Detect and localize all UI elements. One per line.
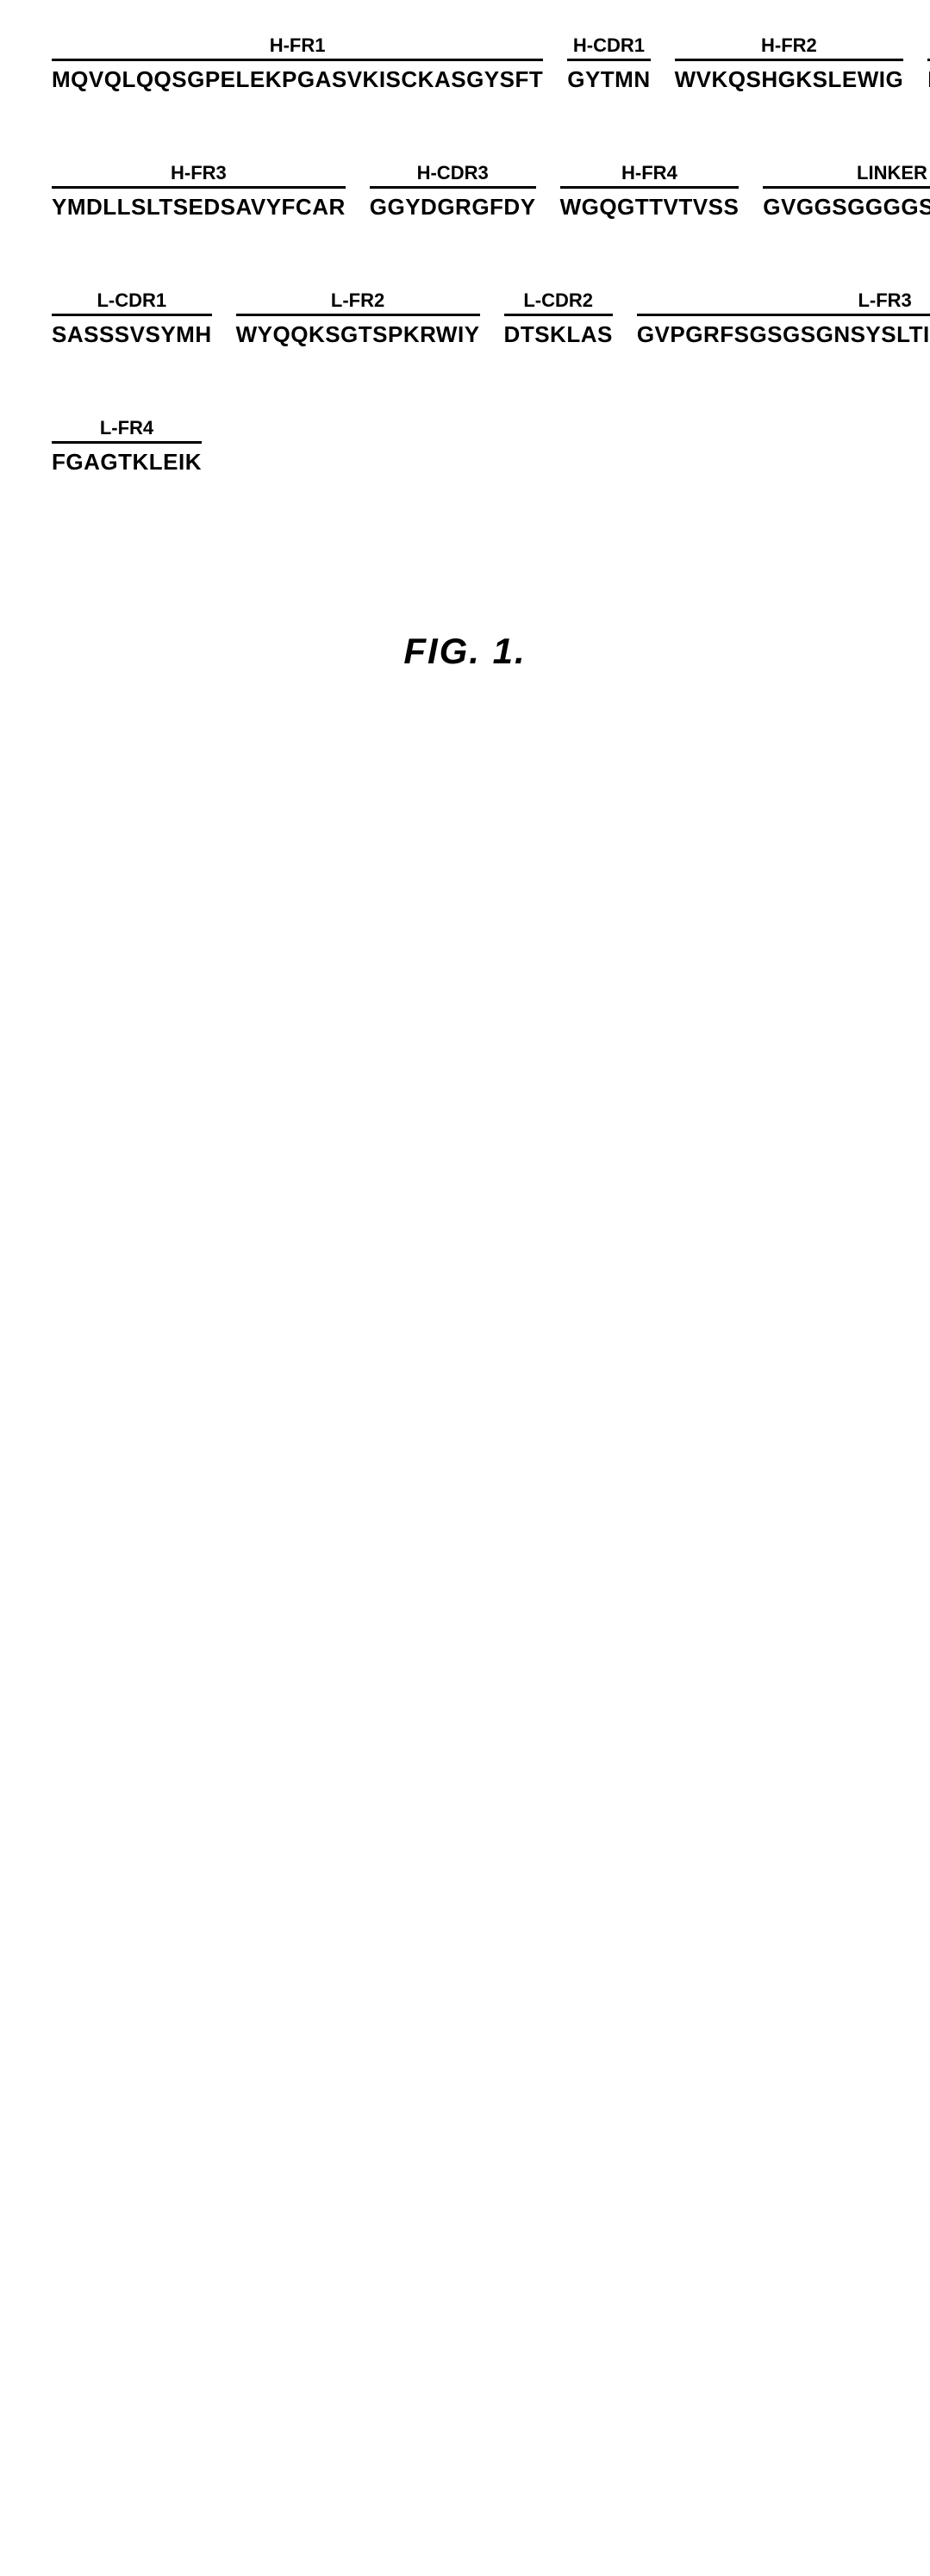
segment-seq: MQVQLQQSGPELEKPGASVKISCKASGYSFT — [52, 66, 543, 93]
segment-label: L-FR2 — [331, 289, 384, 312]
segment-h-fr2: H-FR2 WVKQSHGKSLEWIG — [675, 34, 904, 93]
segment-h-fr1: H-FR1 MQVQLQQSGPELEKPGASVKISCKASGYSFT — [52, 34, 543, 93]
segment-bar — [567, 59, 650, 61]
segment-label: H-CDR1 — [573, 34, 645, 57]
segment-l-cdr2: L-CDR2 DTSKLAS — [504, 289, 613, 348]
segment-seq: FGAGTKLEIK — [52, 449, 202, 476]
segment-h-cdr3: H-CDR3 GGYDGRGFDY — [370, 162, 536, 221]
sequence-row-3: L-CDR1 SASSSVSYMH L-FR2 WYQQKSGTSPKRWIY … — [52, 289, 878, 348]
segment-label: LINKER — [857, 162, 927, 184]
segment-label: L-FR4 — [100, 417, 153, 439]
sequence-row-2: H-FR3 YMDLLSLTSEDSAVYFCAR H-CDR3 GGYDGRG… — [52, 162, 878, 221]
segment-seq: WVKQSHGKSLEWIG — [675, 66, 904, 93]
segment-bar — [637, 314, 930, 316]
segment-label: H-FR2 — [761, 34, 817, 57]
segment-bar — [52, 186, 346, 189]
segment-seq: WYQQKSGTSPKRWIY — [236, 321, 480, 348]
segment-bar — [52, 441, 202, 444]
segment-label: H-FR3 — [171, 162, 227, 184]
segment-l-cdr1: L-CDR1 SASSSVSYMH — [52, 289, 212, 348]
segment-label: L-FR3 — [858, 289, 911, 312]
segment-seq: DTSKLAS — [504, 321, 613, 348]
segment-l-fr2: L-FR2 WYQQKSGTSPKRWIY — [236, 289, 480, 348]
segment-seq: GYTMN — [567, 66, 650, 93]
segment-seq: SASSSVSYMH — [52, 321, 212, 348]
segment-bar — [504, 314, 613, 316]
segment-bar — [52, 59, 543, 61]
segment-bar — [763, 186, 930, 189]
segment-label: L-CDR1 — [97, 289, 166, 312]
segment-seq: GGYDGRGFDY — [370, 194, 536, 221]
segment-l-fr4: L-FR4 FGAGTKLEIK — [52, 417, 202, 476]
segment-bar — [675, 59, 904, 61]
figure-caption: FIG. 1. — [52, 631, 878, 672]
segment-h-cdr1: H-CDR1 GYTMN — [567, 34, 650, 93]
segment-linker: LINKER GVGGSGGGGSGGGGS — [763, 162, 930, 221]
sequence-row-1: H-FR1 MQVQLQQSGPELEKPGASVKISCKASGYSFT H-… — [52, 34, 878, 93]
segment-seq: WGQGTTVTVSS — [560, 194, 740, 221]
segment-bar — [370, 186, 536, 189]
segment-seq: YMDLLSLTSEDSAVYFCAR — [52, 194, 346, 221]
segment-bar — [236, 314, 480, 316]
segment-seq: GVGGSGGGGSGGGGS — [763, 194, 930, 221]
segment-label: H-CDR3 — [417, 162, 489, 184]
segment-seq: GVPGRFSGSGSGNSYSLTISSVEAEDDATYYC — [637, 321, 930, 348]
segment-label: H-FR4 — [621, 162, 677, 184]
segment-label: H-FR1 — [270, 34, 326, 57]
sequence-row-4: L-FR4 FGAGTKLEIK — [52, 417, 878, 476]
segment-label: L-CDR2 — [523, 289, 593, 312]
segment-bar — [560, 186, 740, 189]
segment-h-fr3b: H-FR3 YMDLLSLTSEDSAVYFCAR — [52, 162, 346, 221]
sequence-figure: H-FR1 MQVQLQQSGPELEKPGASVKISCKASGYSFT H-… — [52, 34, 878, 672]
segment-bar — [52, 314, 212, 316]
segment-l-fr3: L-FR3 GVPGRFSGSGSGNSYSLTISSVEAEDDATYYC — [637, 289, 930, 348]
segment-h-fr4: H-FR4 WGQGTTVTVSS — [560, 162, 740, 221]
